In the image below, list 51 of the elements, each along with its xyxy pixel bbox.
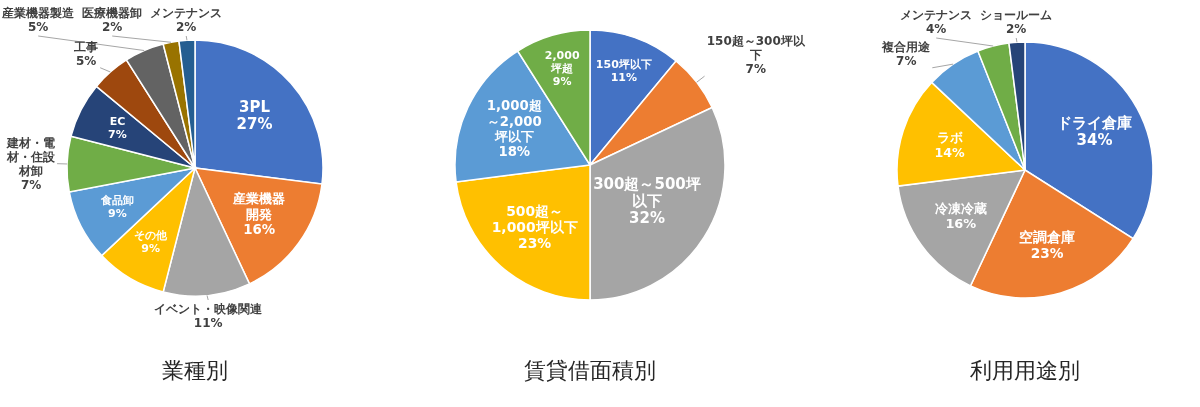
data-label: 34%	[1076, 131, 1113, 150]
slice-label: その他	[134, 229, 169, 243]
data-label: 18%	[498, 144, 531, 160]
data-label: 7%	[745, 62, 766, 77]
slice-label: 150坪以下	[595, 57, 652, 71]
slice-label: 建材・電材・住設材卸	[6, 135, 57, 178]
slice-label: 冷凍冷蔵	[934, 201, 987, 217]
slice-label: 500超～1,000坪以下	[491, 202, 578, 235]
data-label: 11%	[610, 70, 638, 84]
slice-label: イベント・映像関連	[154, 302, 264, 316]
slice-label: 300超～500坪以下	[593, 175, 701, 211]
data-label: 23%	[518, 234, 552, 251]
slice-label: 1,000超～2,000坪以下	[486, 98, 542, 144]
text: 賃貸借面積別	[524, 358, 656, 383]
slice-label: 150超～300坪以下	[706, 34, 806, 63]
data-label: 9%	[141, 242, 161, 256]
text: 業種別	[162, 358, 228, 383]
data-label: 2%	[1006, 22, 1027, 36]
data-label: 27%	[236, 115, 273, 134]
slice-label: 食品卸	[99, 194, 134, 208]
slice-label: 医療機器卸	[82, 6, 143, 20]
data-label: 9%	[108, 207, 127, 221]
data-label: 32%	[629, 209, 665, 228]
data-label: 16%	[945, 216, 977, 232]
slice-label: 工事	[73, 39, 99, 54]
slice-label: ショールーム	[980, 8, 1053, 22]
text: 利用用途別	[970, 358, 1080, 383]
data-label: 11%	[193, 316, 223, 330]
data-label: 14%	[934, 144, 965, 160]
slice-label: 産業機器開発	[232, 191, 286, 222]
slice-label: 空調倉庫	[1019, 229, 1076, 246]
data-label: 23%	[1030, 245, 1064, 262]
slice-label: ラボ	[936, 130, 963, 146]
data-label: 9%	[552, 75, 572, 89]
slice-label: メンテナンス	[150, 6, 223, 20]
slice-label: EC	[109, 114, 126, 128]
data-label: 5%	[28, 20, 49, 34]
data-label: 16%	[243, 222, 276, 238]
slice-label: 3PL	[239, 98, 271, 117]
data-label: 7%	[896, 53, 917, 68]
slice-label: メンテナンス	[900, 8, 973, 22]
slice-label: 2,000坪超	[544, 49, 580, 76]
data-label: 7%	[108, 127, 127, 141]
data-label: 5%	[75, 53, 97, 68]
data-label: 2%	[176, 20, 197, 34]
slice-label: 複合用途	[881, 39, 932, 54]
data-label: 2%	[102, 20, 123, 34]
slice-label: ドライ倉庫	[1057, 114, 1133, 133]
slice-label: 産業機器製造	[1, 6, 76, 20]
data-label: 4%	[926, 22, 947, 36]
data-label: 7%	[20, 177, 42, 192]
